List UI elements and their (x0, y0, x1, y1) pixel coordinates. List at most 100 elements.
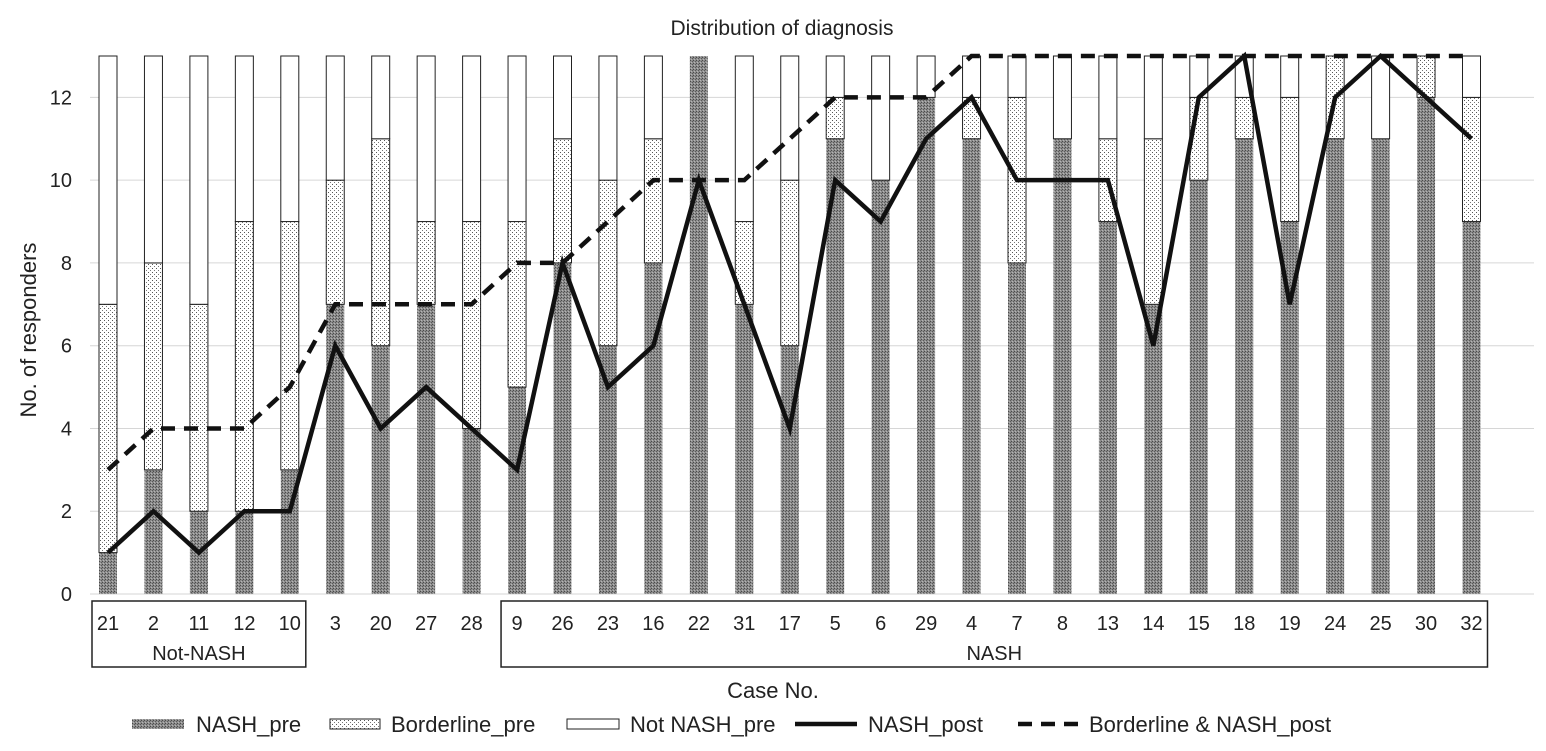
bar-borderline-pre-case-12 (234, 221, 254, 512)
legend-label: NASH_pre (196, 712, 301, 737)
x-tick-label: 22 (688, 613, 710, 635)
x-tick-label: 18 (1233, 613, 1255, 635)
bar-not-nash-pre-case-14 (1143, 55, 1163, 140)
bar-nash-pre-case-13 (1098, 221, 1117, 595)
bar-borderline-pre-case-10 (280, 221, 300, 471)
bar-nash-pre-case-30 (1417, 97, 1436, 594)
y-tick-label: 4 (61, 418, 72, 440)
bar-nash-pre-case-9 (508, 387, 527, 594)
y-tick-label: 6 (61, 336, 72, 358)
bar-nash-pre-case-5 (826, 138, 845, 594)
bar-not-nash-pre-case-20 (371, 55, 391, 140)
bar-not-nash-pre-case-21 (98, 55, 118, 305)
bar-nash-pre-case-22 (689, 56, 708, 594)
x-tick-label: 26 (551, 613, 573, 635)
line-borderline-nash-post (106, 53, 1472, 472)
x-tick-label: 6 (875, 613, 886, 635)
x-tick-label: 32 (1460, 613, 1482, 635)
bar-nash-pre-case-26 (553, 262, 572, 594)
bar-not-nash-pre-case-27 (416, 55, 436, 223)
legend-label: Not NASH_pre (630, 712, 776, 737)
x-tick-label: 3 (330, 613, 341, 635)
bar-borderline-pre-case-26 (553, 138, 572, 264)
y-tick-label: 2 (61, 501, 72, 523)
bars (98, 55, 1481, 595)
y-axis-ticks: 0 2 4 6 8 10 12 (50, 87, 72, 606)
bar-borderline-pre-case-28 (462, 221, 482, 429)
legend-swatch-borderline-pre (329, 718, 381, 730)
bar-not-nash-pre-case-9 (507, 55, 527, 223)
x-tick-label: 12 (233, 613, 255, 635)
y-tick-label: 12 (50, 87, 72, 109)
bar-not-nash-pre-case-29 (916, 55, 936, 98)
bar-nash-pre-case-19 (1280, 221, 1299, 595)
bar-nash-pre-case-7 (1008, 262, 1026, 594)
x-tick-label: 20 (370, 613, 392, 635)
bar-not-nash-pre-case-2 (143, 55, 163, 264)
x-tick-label: 11 (189, 613, 210, 635)
bar-not-nash-pre-case-32 (1462, 55, 1481, 98)
bar-not-nash-pre-case-23 (598, 55, 618, 181)
bar-not-nash-pre-case-25 (1371, 55, 1391, 140)
case-groups: Not-NASH NASH (91, 600, 1489, 668)
bar-borderline-pre-case-27 (416, 221, 436, 305)
chart-title: Distribution of diagnosis (671, 17, 894, 40)
bar-nash-pre-case-21 (99, 552, 117, 594)
bar-not-nash-pre-case-13 (1098, 55, 1118, 140)
x-tick-label: 30 (1415, 613, 1437, 635)
group-label: NASH (966, 643, 1022, 665)
bar-nash-pre-case-12 (235, 511, 254, 594)
series-lines (106, 51, 1474, 556)
x-axis-ticks: 21 2 11 12 10 3 20 27 28 9 26 23 16 22 31 17 5 6 29 4 7 8 13 14… (97, 613, 1483, 635)
x-tick-label: 9 (511, 613, 522, 635)
group-label: Not-NASH (152, 643, 245, 665)
bar-not-nash-pre-case-4 (962, 55, 982, 98)
x-tick-label: 23 (597, 613, 619, 635)
bar-nash-pre-case-25 (1371, 138, 1390, 594)
y-tick-label: 0 (61, 584, 72, 606)
legend-swatch-not-nash-pre (566, 718, 620, 730)
legend-label: Borderline & NASH_post (1089, 712, 1331, 737)
legend-swatch-nash-pre (132, 719, 184, 729)
bar-borderline-pre-case-19 (1280, 96, 1300, 223)
bar-not-nash-pre-case-10 (280, 55, 300, 223)
bar-nash-pre-case-20 (371, 345, 390, 594)
bar-nash-pre-case-32 (1462, 221, 1481, 595)
bar-not-nash-pre-case-17 (780, 55, 800, 181)
x-tick-label: 13 (1097, 613, 1119, 635)
x-tick-label: 14 (1142, 613, 1164, 635)
bar-nash-pre-case-31 (735, 304, 754, 594)
bar-not-nash-pre-case-28 (462, 55, 482, 223)
x-axis-title: Case No. (727, 678, 819, 703)
x-tick-label: 16 (642, 613, 664, 635)
x-tick-label: 5 (830, 613, 841, 635)
y-tick-label: 10 (50, 170, 72, 192)
bar-nash-pre-case-23 (598, 345, 617, 594)
legend: NASH_pre Borderline_pre Not NASH_pre NASH_p… (132, 712, 1331, 737)
bar-borderline-pre-case-3 (325, 179, 345, 305)
group-box (91, 600, 307, 668)
bar-nash-pre-case-2 (144, 469, 163, 594)
bar-not-nash-pre-case-6 (871, 55, 891, 181)
y-tick-label: 8 (61, 253, 72, 275)
bar-borderline-pre-case-20 (371, 138, 391, 347)
group-box (500, 600, 1489, 668)
x-tick-label: 29 (915, 613, 937, 635)
bar-borderline-pre-case-21 (98, 303, 118, 554)
bar-borderline-pre-case-18 (1234, 96, 1254, 140)
x-tick-label: 4 (966, 613, 977, 635)
bar-borderline-pre-case-2 (143, 262, 163, 471)
bar-borderline-pre-case-16 (643, 138, 663, 264)
x-tick-label: 25 (1369, 613, 1391, 635)
x-tick-label: 27 (415, 613, 437, 635)
x-tick-label: 24 (1324, 613, 1346, 635)
bar-not-nash-pre-case-12 (234, 55, 254, 223)
bar-not-nash-pre-case-16 (643, 55, 663, 140)
x-tick-label: 10 (279, 613, 301, 635)
bar-not-nash-pre-case-31 (734, 55, 754, 223)
bar-borderline-pre-case-9 (507, 221, 527, 388)
x-tick-label: 2 (148, 613, 159, 635)
bar-nash-pre-case-29 (917, 97, 936, 594)
bar-nash-pre-case-14 (1144, 304, 1163, 594)
